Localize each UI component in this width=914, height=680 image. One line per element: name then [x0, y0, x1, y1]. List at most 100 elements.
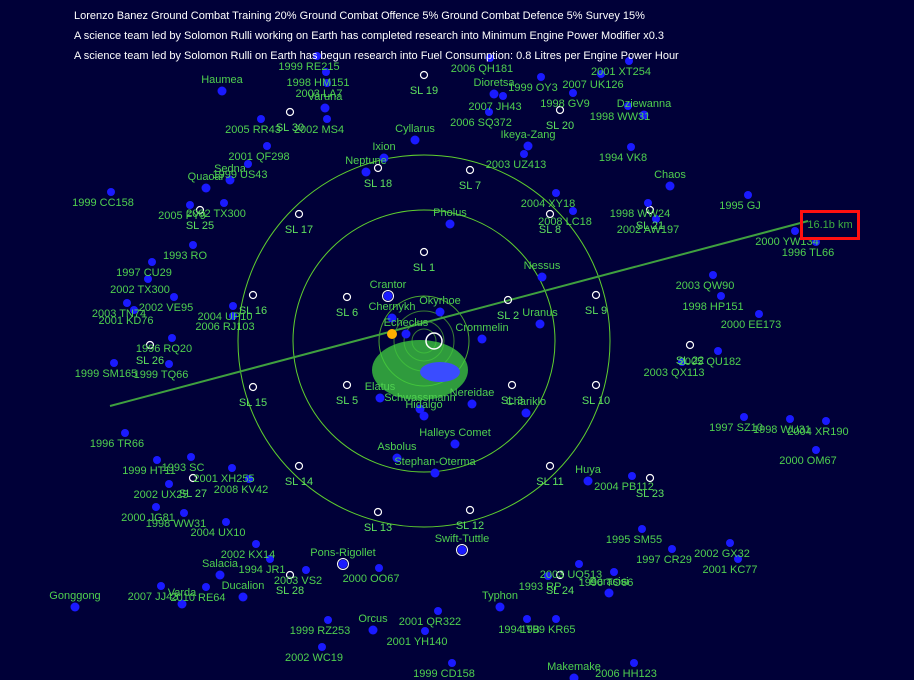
body-marker[interactable] — [361, 167, 371, 177]
survey-location-label[interactable]: SL 20 — [546, 120, 574, 132]
asteroid-label[interactable]: 1999 TQ66 — [134, 369, 189, 381]
asteroid-label[interactable]: 2004 XY18 — [521, 198, 575, 210]
body-label[interactable]: Hidalgo — [405, 399, 442, 411]
body-label[interactable]: Cyllarus — [395, 123, 435, 135]
body-marker[interactable] — [338, 559, 348, 569]
asteroid-label[interactable]: 2001 QF298 — [228, 151, 289, 163]
asteroid-marker[interactable] — [791, 227, 799, 235]
asteroid-marker[interactable] — [755, 310, 763, 318]
body-marker[interactable] — [70, 602, 80, 612]
asteroid-label[interactable]: 1999 KR65 — [520, 624, 575, 636]
survey-location-marker[interactable] — [465, 505, 475, 515]
body-marker[interactable] — [238, 592, 248, 602]
survey-location-label[interactable]: SL 23 — [636, 488, 664, 500]
asteroid-label[interactable]: 2005 QU182 — [679, 356, 741, 368]
survey-location-marker[interactable] — [248, 290, 258, 300]
body-marker[interactable] — [383, 291, 393, 301]
body-label[interactable]: Pholus — [433, 207, 467, 219]
asteroid-label[interactable]: 2003 VS2 — [274, 575, 322, 587]
body-marker[interactable] — [457, 545, 467, 555]
survey-location-marker[interactable] — [545, 461, 555, 471]
asteroid-marker[interactable] — [744, 191, 752, 199]
body-label[interactable]: Makemake — [547, 661, 601, 673]
body-marker[interactable] — [368, 625, 378, 635]
asteroid-marker[interactable] — [323, 115, 331, 123]
asteroid-label[interactable]: 1998 WW24 — [610, 208, 671, 220]
survey-location-label[interactable]: SL 8 — [539, 224, 561, 236]
survey-location-marker[interactable] — [248, 382, 258, 392]
body-label[interactable]: Echeclus — [384, 317, 429, 329]
asteroid-marker[interactable] — [448, 659, 456, 667]
body-label[interactable]: Chariklo — [506, 396, 546, 408]
survey-location-label[interactable]: SL 18 — [364, 178, 392, 190]
asteroid-label[interactable]: 2002 GX32 — [694, 548, 750, 560]
asteroid-marker[interactable] — [189, 241, 197, 249]
body-marker[interactable] — [320, 103, 330, 113]
body-label[interactable]: Varuna — [308, 91, 344, 103]
asteroid-label[interactable]: 2002 UX25 — [133, 489, 188, 501]
asteroid-marker[interactable] — [263, 142, 271, 150]
asteroid-marker[interactable] — [313, 52, 321, 60]
survey-location-label[interactable]: SL 3 — [501, 395, 523, 407]
asteroid-marker[interactable] — [552, 189, 560, 197]
asteroid-label[interactable]: 2003 QX113 — [644, 367, 705, 379]
asteroid-marker[interactable] — [266, 555, 274, 563]
survey-location-marker[interactable] — [419, 247, 429, 257]
survey-location-marker[interactable] — [342, 380, 352, 390]
asteroid-marker[interactable] — [624, 102, 632, 110]
survey-location-label[interactable]: SL 19 — [410, 85, 438, 97]
survey-location-marker[interactable] — [373, 163, 383, 173]
measurement-ruler-line[interactable] — [109, 220, 809, 407]
body-marker[interactable] — [583, 476, 593, 486]
asteroid-marker[interactable] — [229, 312, 237, 320]
asteroid-marker[interactable] — [157, 582, 165, 590]
asteroid-marker[interactable] — [165, 360, 173, 368]
body-marker[interactable] — [392, 453, 402, 463]
asteroid-marker[interactable] — [740, 413, 748, 421]
survey-location-marker[interactable] — [195, 205, 205, 215]
asteroid-marker[interactable] — [544, 572, 552, 580]
asteroid-label[interactable]: 1993 RP — [519, 581, 562, 593]
asteroid-marker[interactable] — [322, 68, 330, 76]
survey-location-marker[interactable] — [294, 209, 304, 219]
body-label[interactable]: Borasisi — [589, 576, 628, 588]
asteroid-label[interactable]: 2006 SQ372 — [450, 117, 512, 129]
asteroid-label[interactable]: 2004 PB112 — [594, 481, 654, 493]
body-marker[interactable] — [387, 313, 397, 323]
asteroid-marker[interactable] — [252, 540, 260, 548]
asteroid-label[interactable]: 1993 RO — [163, 250, 207, 262]
survey-location-marker[interactable] — [373, 507, 383, 517]
asteroid-label[interactable]: 2004 UP10 — [197, 311, 252, 323]
asteroid-marker[interactable] — [812, 238, 820, 246]
asteroid-marker[interactable] — [165, 480, 173, 488]
body-marker[interactable] — [489, 89, 499, 99]
body-marker[interactable] — [375, 393, 385, 403]
body-marker[interactable] — [410, 135, 420, 145]
asteroid-marker[interactable] — [569, 207, 577, 215]
asteroid-label[interactable]: 2005 RR43 — [225, 124, 281, 136]
asteroid-label[interactable]: 2002 AW197 — [617, 224, 680, 236]
asteroid-label[interactable]: 2000 EE173 — [721, 319, 782, 331]
body-marker[interactable] — [495, 602, 505, 612]
body-label[interactable]: Nessus — [524, 260, 561, 272]
asteroid-label[interactable]: 1999 RZ253 — [290, 625, 351, 637]
asteroid-label[interactable]: 1996 TL66 — [782, 247, 834, 259]
body-marker[interactable] — [639, 110, 649, 120]
survey-location-marker[interactable] — [188, 473, 198, 483]
body-label[interactable]: Nereidae — [450, 387, 495, 399]
asteroid-label[interactable]: 1994 JR1 — [238, 564, 285, 576]
survey-location-label[interactable]: SL 17 — [285, 224, 313, 236]
body-label[interactable]: Chernykh — [368, 301, 415, 313]
body-marker[interactable] — [477, 334, 487, 344]
asteroid-label[interactable]: 2000 JG81 — [121, 512, 175, 524]
asteroid-marker[interactable] — [734, 555, 742, 563]
survey-location-label[interactable]: SL 26 — [136, 355, 164, 367]
asteroid-label[interactable]: 2006 RJ103 — [195, 321, 254, 333]
asteroid-label[interactable]: 2007 JH43 — [468, 101, 521, 113]
asteroid-label[interactable]: 1998 WW31 — [590, 111, 651, 123]
asteroid-label[interactable]: 2002 TX300 — [186, 208, 246, 220]
asteroid-label[interactable]: 2003 UQ513 — [540, 569, 602, 581]
survey-location-label[interactable]: SL 27 — [179, 488, 207, 500]
survey-location-marker[interactable] — [419, 70, 429, 80]
